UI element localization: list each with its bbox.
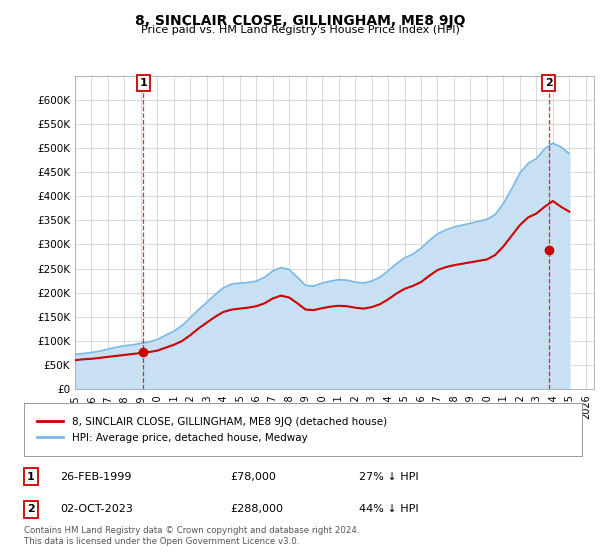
Text: 1: 1: [140, 78, 147, 88]
Text: 2: 2: [545, 78, 553, 88]
Text: 27% ↓ HPI: 27% ↓ HPI: [359, 472, 418, 482]
Text: Contains HM Land Registry data © Crown copyright and database right 2024.
This d: Contains HM Land Registry data © Crown c…: [24, 526, 359, 546]
Text: 2: 2: [27, 505, 35, 515]
Text: 02-OCT-2023: 02-OCT-2023: [60, 505, 133, 515]
Text: £288,000: £288,000: [230, 505, 283, 515]
Text: 8, SINCLAIR CLOSE, GILLINGHAM, ME8 9JQ: 8, SINCLAIR CLOSE, GILLINGHAM, ME8 9JQ: [135, 14, 465, 28]
Text: 44% ↓ HPI: 44% ↓ HPI: [359, 505, 418, 515]
Legend: 8, SINCLAIR CLOSE, GILLINGHAM, ME8 9JQ (detached house), HPI: Average price, det: 8, SINCLAIR CLOSE, GILLINGHAM, ME8 9JQ (…: [32, 412, 392, 448]
Text: Price paid vs. HM Land Registry's House Price Index (HPI): Price paid vs. HM Land Registry's House …: [140, 25, 460, 35]
Text: 26-FEB-1999: 26-FEB-1999: [60, 472, 132, 482]
Text: 1: 1: [27, 472, 35, 482]
Text: £78,000: £78,000: [230, 472, 277, 482]
